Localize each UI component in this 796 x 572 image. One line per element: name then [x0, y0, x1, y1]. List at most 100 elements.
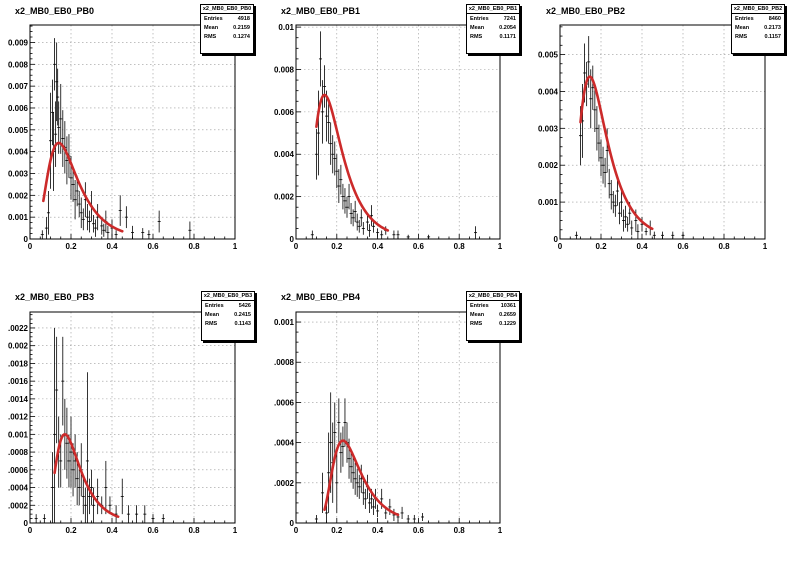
stats-label: Entries [205, 302, 224, 309]
stats-label: Mean [735, 24, 750, 31]
stats-value: 4918 [237, 15, 250, 22]
data-point [372, 498, 376, 515]
data-point [81, 478, 85, 515]
data-point [73, 180, 77, 220]
data-point [609, 179, 613, 210]
data-point [603, 157, 607, 188]
y-tick-label: 0.003 [538, 124, 559, 133]
fit-curve [579, 75, 654, 231]
x-tick-label: 0 [28, 526, 33, 535]
data-point [636, 224, 640, 239]
y-tick-label: .0018 [8, 359, 29, 368]
stats-value: 0.1229 [499, 320, 516, 327]
y-tick-label: 0.006 [274, 108, 295, 117]
histogram-title: x2_MB0_EB0_PB2 [546, 6, 626, 16]
fit-curve [323, 439, 400, 517]
data-point [118, 195, 122, 226]
stats-label: Mean [204, 24, 219, 31]
stats-box: x2_MB0_EB0_PB4 Entries 10361 Mean 0.2659 RMS 0… [466, 291, 520, 341]
histogram-panel-2: 0 0.2 0.4 0.6 0.8 1 0 0.001 0.002 0.003 0.004 0.005 [538, 24, 768, 251]
data-point [124, 206, 128, 229]
data-point [380, 230, 384, 239]
data-point [92, 214, 96, 233]
data-point [143, 505, 147, 523]
data-point [327, 432, 331, 513]
data-point [337, 169, 341, 203]
stats-row-entries: Entries 5426 [202, 301, 254, 310]
x-tick-label: 1 [233, 242, 238, 251]
stats-value: 5426 [238, 302, 251, 309]
data-point [388, 498, 392, 515]
stats-box-name: x2_MB0_EB0_PB0 [201, 6, 253, 14]
plot-frame [29, 311, 236, 524]
data-point [61, 110, 65, 167]
data-point [87, 210, 91, 233]
stats-box: x2_MB0_EB0_PB0 Entries 4918 Mean 0.2159 RMS 0.… [200, 4, 254, 54]
data-point [369, 205, 373, 227]
x-tick-label: 1 [498, 242, 503, 251]
data-point [359, 464, 363, 493]
x-tick-label: 0.2 [65, 526, 77, 535]
stats-value: 7241 [503, 15, 516, 22]
data-point [644, 227, 648, 236]
x-tick-label: 1 [763, 242, 768, 251]
data-point [622, 209, 626, 232]
x-tick-label: 0 [294, 526, 299, 535]
y-tick-label: .0002 [8, 501, 29, 510]
y-tick-label: .0016 [8, 377, 29, 386]
histogram-title: x2_MB0_EB0_PB3 [15, 292, 95, 302]
y-tick-label: .0004 [274, 439, 295, 448]
data-point [85, 372, 89, 523]
y-tick-label: 0.001 [538, 198, 559, 207]
data-point [400, 506, 404, 519]
stats-label: Entries [204, 15, 223, 22]
y-tick-label: 0.001 [8, 430, 29, 439]
histogram-title: x2_MB0_EB0_PB1 [281, 6, 361, 16]
data-point [120, 478, 124, 515]
stats-row-rms: RMS 0.1171 [467, 32, 519, 41]
data-point [321, 472, 325, 513]
data-point [49, 92, 52, 189]
data-point [157, 210, 161, 233]
data-point [351, 209, 355, 227]
data-point [337, 398, 341, 447]
x-tick-label: 0.8 [718, 242, 730, 251]
data-point [310, 230, 314, 239]
data-point [363, 488, 367, 509]
data-point [333, 141, 337, 176]
data-point [601, 146, 605, 184]
x-tick-label: 0 [28, 242, 33, 251]
data-point [161, 514, 165, 523]
y-tick-label: 0.004 [538, 87, 559, 96]
stats-label: Entries [470, 302, 489, 309]
fit-curve [53, 433, 120, 519]
x-tick-label: 0.2 [595, 242, 607, 251]
data-point [392, 230, 396, 239]
data-point [392, 508, 396, 521]
data-point [106, 225, 110, 239]
data-point [652, 231, 656, 239]
y-tick-label: .0006 [274, 398, 295, 407]
data-point [94, 219, 98, 237]
y-tick-label: .0002 [274, 479, 295, 488]
data-point [44, 217, 48, 239]
stats-label: RMS [470, 320, 483, 327]
y-tick-label: 0 [24, 519, 29, 528]
data-point [316, 90, 320, 176]
stats-label: Entries [735, 15, 754, 22]
data-point [77, 190, 81, 218]
data-point [42, 514, 46, 523]
y-tick-label: 0.003 [8, 169, 29, 178]
data-point [661, 231, 664, 239]
data-point [607, 168, 611, 199]
y-tick-label: 0.008 [274, 65, 295, 74]
x-tick-label: 0.8 [454, 526, 466, 535]
data-point [347, 183, 351, 210]
data-point [355, 213, 359, 231]
data-point [53, 327, 57, 523]
data-point [331, 135, 335, 174]
data-point [339, 432, 343, 473]
x-tick-label: 0.8 [454, 242, 466, 251]
x-tick-label: 0 [558, 242, 563, 251]
